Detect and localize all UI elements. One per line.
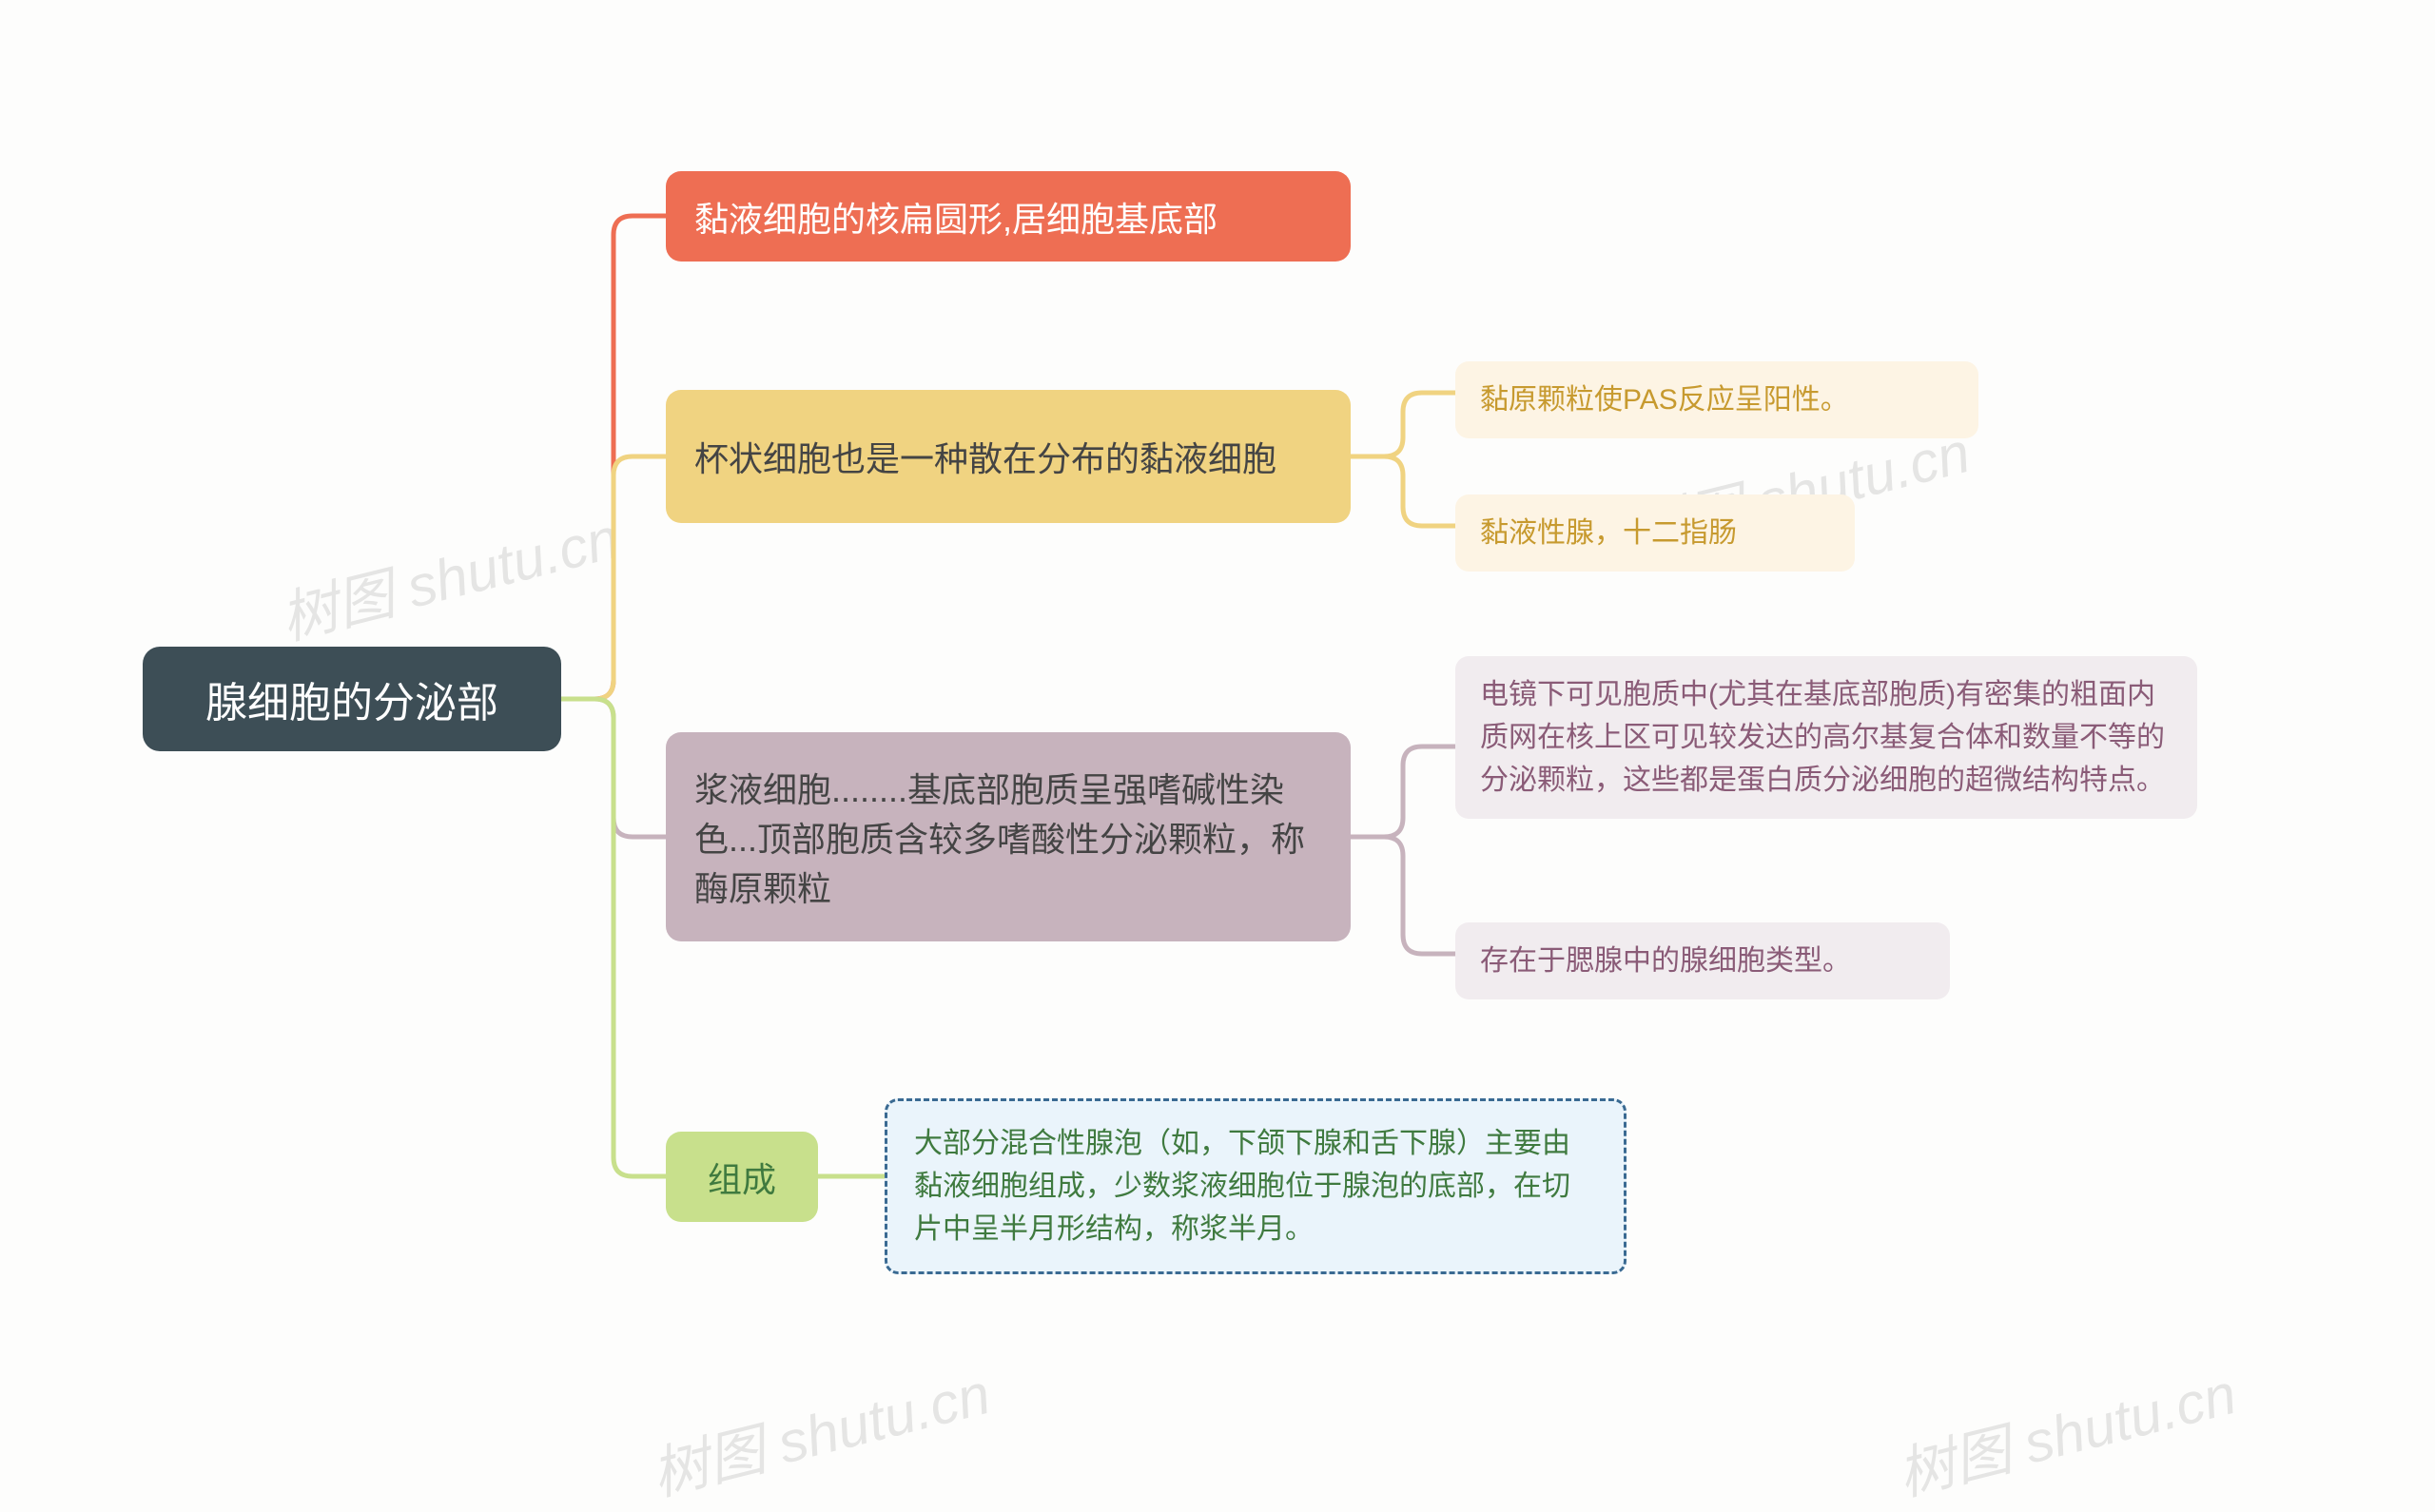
root-label: 腺细胞的分泌部 <box>171 669 533 729</box>
mindmap-canvas: 树图 shutu.cn 树图 shutu.cn 树图 shutu.cn 树图 s… <box>0 0 2435 1483</box>
leaf-label: 存在于腮腺中的腺细胞类型。 <box>1480 945 1851 977</box>
branch-yellow[interactable]: 杯状细胞也是一种散在分布的黏液细胞 <box>666 390 1351 523</box>
leaf-label: 黏液性腺，十二指肠 <box>1480 517 1737 549</box>
leaf-green-1[interactable]: 大部分混合性腺泡（如，下颌下腺和舌下腺）主要由黏液细胞组成，少数浆液细胞位于腺泡… <box>885 1098 1627 1274</box>
branch-green[interactable]: 组成 <box>666 1132 818 1222</box>
leaf-label: 电镜下可见胞质中(尤其在基底部胞质)有密集的粗面内质网在核上区可见较发达的高尔基… <box>1480 679 2165 796</box>
watermark: 树图 shutu.cn <box>642 1347 998 1511</box>
branch-label: 浆液细胞........基底部胞质呈强嗜碱性染色...顶部胞质含较多嗜酸性分泌颗… <box>694 763 1322 911</box>
leaf-label: 黏原颗粒使PAS反应呈阳性。 <box>1480 384 1849 416</box>
branch-label: 黏液细胞的核扁圆形,居细胞基底部 <box>694 192 1322 242</box>
branch-label: 组成 <box>694 1153 789 1202</box>
leaf-mauve-2[interactable]: 存在于腮腺中的腺细胞类型。 <box>1455 922 1950 999</box>
leaf-label: 大部分混合性腺泡（如，下颌下腺和舌下腺）主要由黏液细胞组成，少数浆液细胞位于腺泡… <box>914 1128 1570 1245</box>
leaf-yellow-1[interactable]: 黏原颗粒使PAS反应呈阳性。 <box>1455 361 1978 438</box>
watermark: 树图 shutu.cn <box>271 492 627 655</box>
branch-orange[interactable]: 黏液细胞的核扁圆形,居细胞基底部 <box>666 171 1351 262</box>
leaf-mauve-1[interactable]: 电镜下可见胞质中(尤其在基底部胞质)有密集的粗面内质网在核上区可见较发达的高尔基… <box>1455 656 2197 819</box>
branch-mauve[interactable]: 浆液细胞........基底部胞质呈强嗜碱性染色...顶部胞质含较多嗜酸性分泌颗… <box>666 732 1351 941</box>
leaf-yellow-2[interactable]: 黏液性腺，十二指肠 <box>1455 494 1855 572</box>
watermark: 树图 shutu.cn <box>1888 1347 2244 1511</box>
branch-label: 杯状细胞也是一种散在分布的黏液细胞 <box>694 432 1322 481</box>
root-node[interactable]: 腺细胞的分泌部 <box>143 647 561 751</box>
